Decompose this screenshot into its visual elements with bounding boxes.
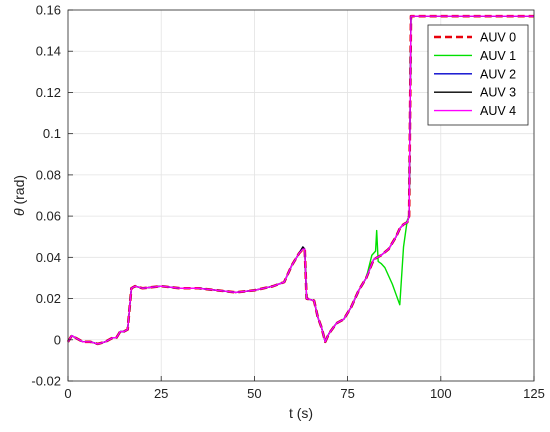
x-tick-label-2: 50 <box>247 386 261 401</box>
x-tick-label-1: 25 <box>154 386 168 401</box>
y-axis-ticks: -0.02 0 0.02 0.04 0.06 0.08 0.1 0.12 0.14 0.16 <box>31 3 73 389</box>
plot-frame <box>67 9 535 382</box>
x-tick-label-4: 100 <box>430 386 452 401</box>
legend-label-auv-4: AUV 4 <box>480 104 516 118</box>
legend: AUV 0 AUV 1 AUV 2 AUV 3 AUV 4 <box>427 24 529 126</box>
y-tick-label-6: 0.1 <box>43 126 61 141</box>
x-axis-ticks: 0 25 50 75 100 125 <box>64 376 545 401</box>
y-tick-label-9: 0.16 <box>36 3 61 18</box>
series-line-auv-4 <box>67 15 534 345</box>
x-tick-label-3: 75 <box>340 386 354 401</box>
legend-label-auv-0: AUV 0 <box>480 31 516 45</box>
y-tick-label-4: 0.06 <box>36 209 61 224</box>
y-axis-label-unit: (rad) <box>11 175 27 208</box>
y-tick-label-1: 0 <box>54 332 61 347</box>
y-tick-label-7: 0.12 <box>36 85 61 100</box>
x-tick-label-0: 0 <box>64 386 71 401</box>
y-axis-label: θ (rad) <box>11 175 27 216</box>
y-tick-label-0: -0.02 <box>31 374 61 389</box>
legend-label-auv-1: AUV 1 <box>480 49 516 63</box>
legend-label-auv-2: AUV 2 <box>480 67 516 81</box>
series-layer <box>66 14 534 346</box>
legend-box <box>427 24 529 126</box>
y-tick-label-5: 0.08 <box>36 167 61 182</box>
legend-label-auv-3: AUV 3 <box>480 86 516 100</box>
y-tick-label-8: 0.14 <box>36 44 61 59</box>
y-tick-label-2: 0.02 <box>36 291 61 306</box>
y-axis-label-symbol: θ <box>11 208 27 216</box>
x-axis-label: t (s) <box>289 405 313 421</box>
y-tick-label-3: 0.04 <box>36 250 61 265</box>
x-tick-label-5: 125 <box>523 386 545 401</box>
